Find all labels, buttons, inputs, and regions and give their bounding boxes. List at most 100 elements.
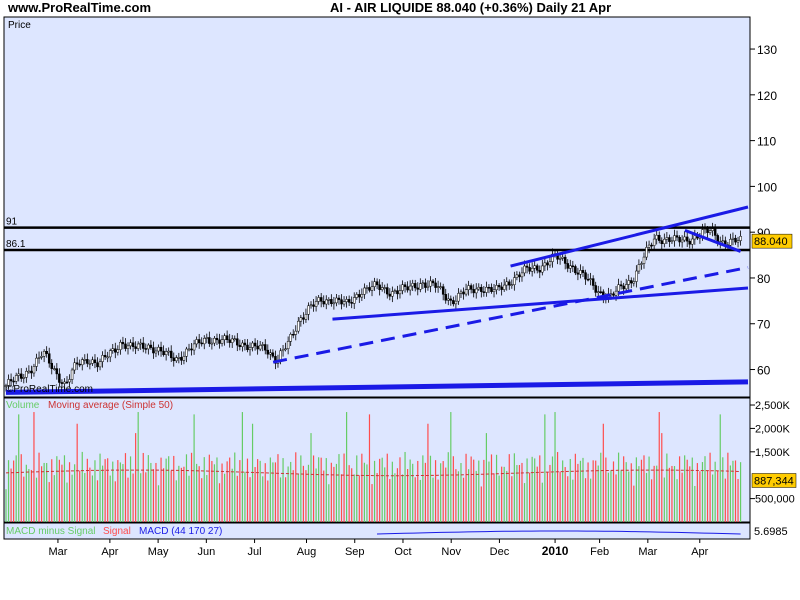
candle-body	[523, 265, 526, 274]
candle-body	[116, 349, 120, 353]
candle-body	[655, 234, 658, 240]
price-tick-label: 70	[757, 318, 771, 332]
candle-body	[591, 278, 595, 286]
candle-body	[205, 337, 209, 339]
candle-body	[474, 288, 478, 294]
candle-body	[657, 234, 661, 241]
x-tick-label: Feb	[590, 546, 609, 558]
candle-body	[12, 380, 15, 383]
candle-body	[347, 299, 351, 303]
volume-legend-volume: Volume	[6, 400, 40, 411]
candle-body	[246, 344, 249, 351]
candle-body	[386, 287, 389, 295]
candle-body	[434, 282, 437, 288]
candle-body	[253, 342, 257, 347]
candle-body	[121, 341, 125, 345]
candle-body	[302, 317, 305, 320]
candle-body	[401, 284, 404, 291]
candle-body	[230, 338, 234, 343]
candle-body	[444, 294, 447, 301]
candle-body	[492, 289, 496, 292]
candle-body	[136, 343, 140, 349]
candle-body	[200, 342, 203, 345]
trendline-channel-lower-dashed	[272, 265, 749, 364]
candle-body	[93, 359, 97, 363]
candle-body	[73, 362, 76, 371]
candle-body	[411, 283, 414, 287]
candle-body	[599, 291, 603, 293]
candle-body	[294, 330, 298, 335]
candle-body	[558, 258, 562, 260]
candle-body	[622, 285, 625, 290]
candle-body	[708, 230, 712, 233]
site-url: www.ProRealTime.com	[8, 0, 152, 15]
candle-body	[548, 261, 552, 266]
candle-body	[645, 247, 648, 258]
candle-body	[124, 343, 127, 349]
candle-body	[652, 238, 656, 246]
candle-body	[65, 381, 69, 384]
candle-body	[322, 301, 325, 305]
candle-body	[660, 240, 664, 245]
candle-body	[584, 272, 587, 280]
candle-body	[426, 285, 430, 288]
candle-body	[380, 287, 384, 290]
volume-tick-label: 2,500K	[755, 400, 791, 412]
candle-body	[30, 370, 33, 374]
candle-body	[108, 350, 112, 358]
candle-body	[487, 286, 491, 289]
candle-body	[431, 280, 435, 284]
candle-body	[9, 379, 13, 382]
trendline-support-long	[5, 379, 749, 395]
candle-body	[88, 363, 92, 365]
candle-body	[312, 304, 315, 307]
candle-body	[32, 366, 36, 374]
candle-body	[75, 362, 79, 365]
candle-body	[101, 355, 104, 362]
candle-body	[195, 339, 198, 345]
candle-body	[208, 337, 211, 344]
candle-body	[264, 344, 267, 351]
candle-body	[637, 264, 641, 272]
candle-body	[96, 362, 99, 368]
candle-body	[352, 297, 356, 304]
candle-body	[429, 280, 432, 287]
candle-body	[157, 346, 160, 352]
candle-body	[424, 282, 427, 288]
candle-body	[462, 291, 465, 295]
candle-body	[327, 299, 331, 301]
candle-body	[421, 282, 425, 285]
candle-body	[413, 283, 417, 289]
candle-body	[579, 270, 582, 275]
candle-body	[238, 344, 242, 348]
candle-body	[78, 363, 81, 366]
candle-body	[477, 286, 481, 290]
candle-body	[258, 345, 262, 350]
candle-body	[739, 236, 742, 241]
volume-moving-average	[5, 469, 741, 477]
x-tick-label: Jun	[197, 546, 215, 558]
candle-body	[731, 237, 735, 240]
level-label: 91	[6, 217, 18, 228]
candle-body	[711, 228, 714, 231]
candle-body	[403, 284, 407, 287]
candle-body	[675, 235, 679, 238]
volume-tick-label: 500,000	[755, 494, 795, 506]
candle-body	[248, 347, 252, 351]
candle-body	[358, 294, 361, 298]
candle-body	[464, 289, 468, 295]
trendline-channel-lower	[332, 286, 749, 321]
candle-body	[182, 356, 186, 361]
candle-body	[729, 239, 732, 246]
candle-body	[314, 301, 318, 307]
candle-body	[350, 302, 353, 304]
macd-legend-hist: MACD minus Signal	[6, 526, 95, 537]
candle-body	[332, 302, 336, 305]
candle-body	[355, 294, 359, 298]
x-tick-label: Mar	[48, 546, 67, 558]
candle-body	[563, 256, 567, 264]
candle-body	[566, 263, 569, 269]
candle-body	[614, 290, 618, 296]
candle-body	[233, 338, 237, 340]
candle-body	[223, 335, 226, 340]
